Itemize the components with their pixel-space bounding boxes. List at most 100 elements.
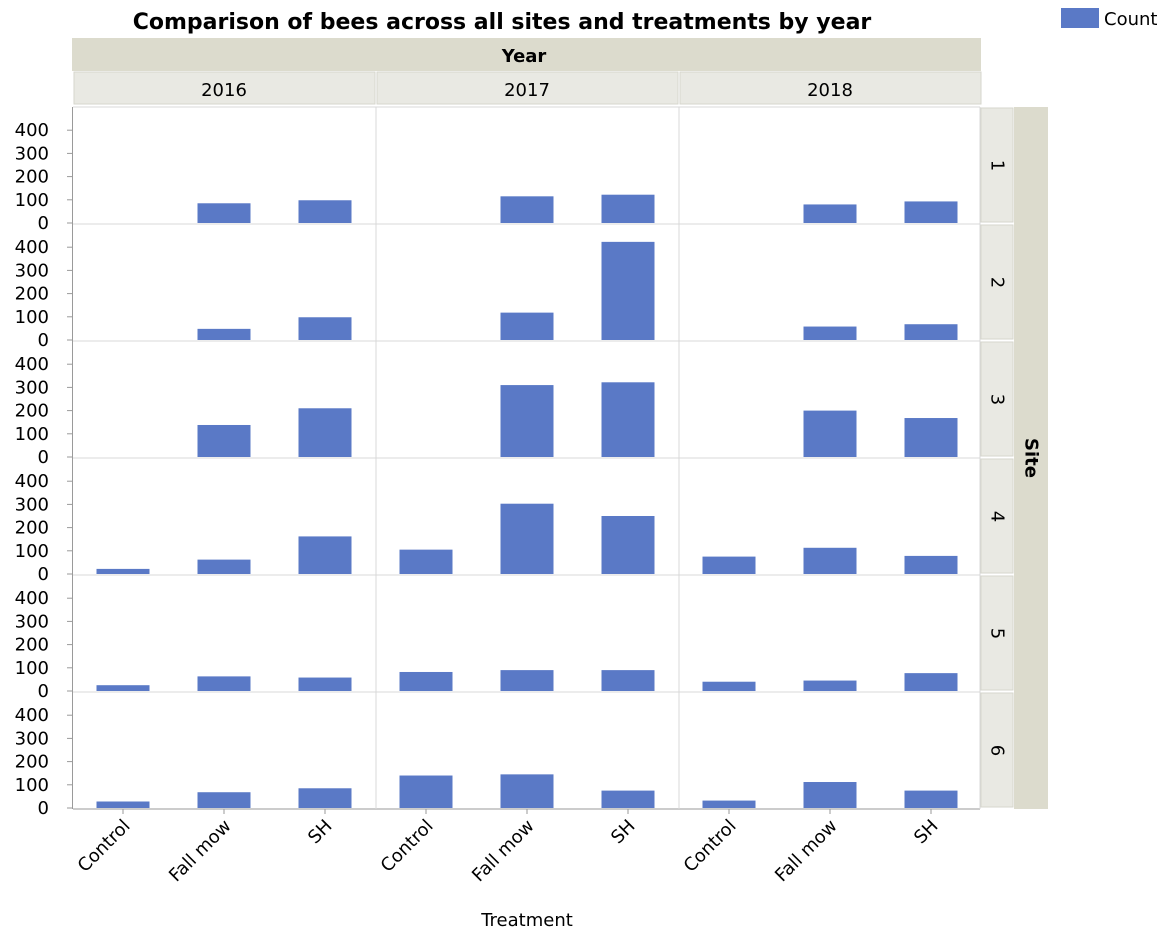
bar-site4-2017-fall-mow <box>500 503 554 574</box>
site-header-1 <box>980 107 1014 223</box>
bar-site1-2016-sh <box>298 200 352 223</box>
site-header-label: 3 <box>987 394 1008 405</box>
year-header-2018 <box>679 71 982 105</box>
site-header-label: 4 <box>987 511 1008 522</box>
y-tick-label: 300 <box>15 260 49 281</box>
bar-site5-2016-fall-mow <box>197 676 251 691</box>
x-tick-label: Fall mow <box>468 816 539 887</box>
legend: Count <box>1061 8 1157 30</box>
y-tick-label: 200 <box>15 167 49 188</box>
y-tick-label: 0 <box>38 213 49 234</box>
year-header-2017 <box>376 71 679 105</box>
y-tick-label: 300 <box>15 611 49 632</box>
site-header-label: 2 <box>987 277 1008 288</box>
y-tick-label: 300 <box>15 494 49 515</box>
site-header-label: 1 <box>987 160 1008 171</box>
x-tick-label: Control <box>377 816 438 877</box>
y-tick-label: 0 <box>38 330 49 351</box>
y-tick-label: 100 <box>15 424 49 445</box>
x-tick-label: Control <box>680 816 741 877</box>
x-tick-label: SH <box>607 816 640 849</box>
bar-site4-2017-control <box>399 549 453 574</box>
y-tick-label: 400 <box>15 588 49 609</box>
site-group-header <box>1014 107 1048 809</box>
bar-site5-2016-control <box>96 685 150 691</box>
bar-site6-2018-fall-mow <box>803 782 857 808</box>
bar-site2-2017-fall-mow <box>500 312 554 340</box>
y-tick-label: 200 <box>15 635 49 656</box>
bar-site6-2018-sh <box>904 790 958 808</box>
y-tick-label: 0 <box>38 681 49 702</box>
y-tick-label: 300 <box>15 728 49 749</box>
x-axis: Control Fall mow SH Control Fall mow SH Contro… <box>74 809 943 886</box>
y-tick-label: 100 <box>15 658 49 679</box>
bar-site5-2018-control <box>702 681 756 691</box>
site-headers: 1 2 3 4 5 6 <box>980 107 1014 808</box>
bar-site1-2016-fall-mow <box>197 203 251 223</box>
y-tick-label: 300 <box>15 377 49 398</box>
y-tick-label: 400 <box>15 354 49 375</box>
x-tick-label: SH <box>304 816 337 849</box>
bar-site4-2018-sh <box>904 555 958 574</box>
y-tick-label: 100 <box>15 775 49 796</box>
site-header-label: 5 <box>987 628 1008 639</box>
bar-site2-2016-sh <box>298 317 352 340</box>
y-tick-label: 300 <box>15 143 49 164</box>
bar-site6-2016-sh <box>298 788 352 808</box>
x-tick-label: Control <box>74 816 135 877</box>
y-tick-label: 100 <box>15 307 49 328</box>
y-tick-label: 400 <box>15 120 49 141</box>
panels <box>73 106 981 810</box>
bar-site6-2017-fall-mow <box>500 774 554 808</box>
y-tick-label: 400 <box>15 237 49 258</box>
x-tick-label: SH <box>910 816 943 849</box>
y-tick-label: 200 <box>15 518 49 539</box>
bar-site1-2018-sh <box>904 201 958 223</box>
year-header-2016 <box>73 71 376 105</box>
bar-site3-2017-sh <box>601 382 655 457</box>
y-tick-label: 0 <box>38 564 49 585</box>
bar-site3-2018-sh <box>904 418 958 457</box>
bar-site6-2017-sh <box>601 790 655 808</box>
bar-site4-2018-control <box>702 556 756 574</box>
y-tick-label: 200 <box>15 284 49 305</box>
bar-site5-2017-fall-mow <box>500 670 554 691</box>
bar-site6-2017-control <box>399 775 453 808</box>
bar-site6-2016-control <box>96 801 150 808</box>
legend-label: Count <box>1104 9 1157 30</box>
bar-site5-2017-control <box>399 671 453 691</box>
year-header-label: 2016 <box>201 80 247 101</box>
site-header-5 <box>980 575 1014 691</box>
bar-site4-2017-sh <box>601 516 655 574</box>
bar-site2-2018-fall-mow <box>803 326 857 340</box>
y-tick-label: 100 <box>15 190 49 211</box>
site-header-2 <box>980 224 1014 340</box>
x-tick-label: Fall mow <box>165 816 236 887</box>
legend-swatch <box>1061 8 1099 28</box>
x-tick-label: Fall mow <box>771 816 842 887</box>
bar-site4-2016-control <box>96 568 150 574</box>
site-header-label: 6 <box>987 745 1008 756</box>
bar-site2-2017-sh <box>601 241 655 340</box>
bar-site1-2017-sh <box>601 194 655 223</box>
bar-site2-2018-sh <box>904 324 958 340</box>
bar-site3-2016-sh <box>298 408 352 457</box>
bar-site1-2018-fall-mow <box>803 204 857 223</box>
y-tick-label: 400 <box>15 705 49 726</box>
y-axes: 0100200300400010020030040001002003004000… <box>15 107 73 819</box>
year-headers: 2016 2017 2018 <box>73 71 982 105</box>
bar-site2-2016-fall-mow <box>197 328 251 340</box>
year-header-label: 2018 <box>807 80 853 101</box>
site-header-4 <box>980 458 1014 574</box>
bar-site5-2017-sh <box>601 670 655 691</box>
y-tick-label: 400 <box>15 471 49 492</box>
y-tick-label: 100 <box>15 541 49 562</box>
bar-site3-2017-fall-mow <box>500 385 554 457</box>
bar-site4-2016-fall-mow <box>197 559 251 574</box>
y-tick-label: 200 <box>15 752 49 773</box>
bar-site1-2017-fall-mow <box>500 196 554 223</box>
bar-site5-2018-fall-mow <box>803 680 857 691</box>
y-tick-label: 0 <box>38 447 49 468</box>
bar-site5-2016-sh <box>298 677 352 691</box>
